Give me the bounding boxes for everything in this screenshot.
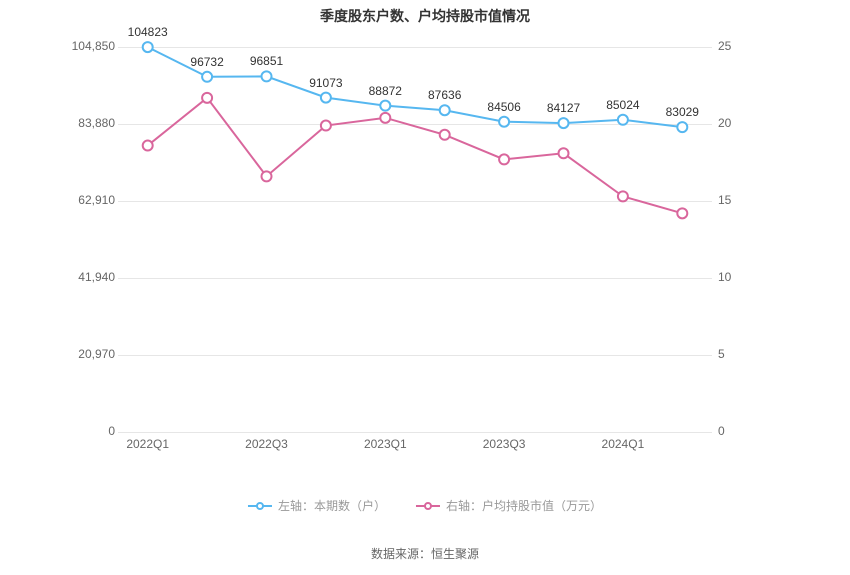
x-tick-label: 2023Q3 — [483, 437, 526, 451]
legend-item-series-1: 右轴：户均持股市值（万元） — [416, 497, 602, 514]
series-marker-1 — [559, 148, 569, 158]
series-marker-0 — [143, 42, 153, 52]
series-marker-1 — [380, 113, 390, 123]
legend-item-series-0: 左轴：本期数（户） — [248, 497, 386, 514]
data-label: 85024 — [606, 98, 639, 112]
data-label: 84506 — [487, 100, 520, 114]
x-tick-label: 2022Q3 — [245, 437, 288, 451]
data-label: 88872 — [369, 84, 402, 98]
x-tick-label: 2023Q1 — [364, 437, 407, 451]
legend-label-0: 左轴：本期数（户） — [278, 497, 386, 514]
source-value: 恒生聚源 — [431, 547, 479, 561]
series-marker-0 — [202, 72, 212, 82]
legend: 左轴：本期数（户） 右轴：户均持股市值（万元） — [248, 497, 602, 514]
chart-container: 季度股东户数、户均持股市值情况 0 20,970 41,940 62,910 83,88… — [0, 0, 850, 575]
data-source: 数据来源：恒生聚源 — [371, 545, 479, 562]
data-label: 84127 — [547, 101, 580, 115]
y-left-tick-label: 62,910 — [78, 193, 115, 207]
series-marker-1 — [440, 130, 450, 140]
chart-title: 季度股东户数、户均持股市值情况 — [320, 6, 530, 26]
y-left-tick-label: 20,970 — [78, 347, 115, 361]
data-label: 87636 — [428, 88, 461, 102]
y-right-tick-label: 20 — [718, 116, 731, 130]
y-right-tick-label: 10 — [718, 270, 731, 284]
legend-marker-0 — [248, 500, 272, 512]
data-label: 104823 — [128, 25, 168, 39]
y-left-tick-label: 0 — [108, 424, 115, 438]
source-label: 数据来源： — [371, 547, 431, 561]
data-label: 96851 — [250, 54, 283, 68]
series-marker-0 — [677, 122, 687, 132]
series-marker-0 — [262, 71, 272, 81]
series-marker-0 — [618, 115, 628, 125]
y-left-tick-label: 104,850 — [72, 39, 115, 53]
plot-area: 1048239673296851910738887287636845068412… — [118, 47, 712, 432]
data-label: 96732 — [190, 55, 223, 69]
series-marker-1 — [618, 191, 628, 201]
series-marker-1 — [202, 93, 212, 103]
series-marker-1 — [143, 141, 153, 151]
series-marker-1 — [499, 154, 509, 164]
series-line-0 — [148, 47, 683, 127]
series-line-1 — [148, 98, 683, 214]
x-tick-label: 2024Q1 — [602, 437, 645, 451]
series-marker-1 — [321, 121, 331, 131]
y-right-tick-label: 25 — [718, 39, 731, 53]
series-marker-0 — [440, 105, 450, 115]
legend-label-1: 右轴：户均持股市值（万元） — [446, 497, 602, 514]
y-right-tick-label: 5 — [718, 347, 725, 361]
y-left-tick-label: 83,880 — [78, 116, 115, 130]
y-right-tick-label: 0 — [718, 424, 725, 438]
y-right-tick-label: 15 — [718, 193, 731, 207]
series-marker-1 — [262, 171, 272, 181]
data-label: 83029 — [666, 105, 699, 119]
x-tick-label: 2022Q1 — [126, 437, 169, 451]
data-label: 91073 — [309, 76, 342, 90]
series-marker-0 — [321, 93, 331, 103]
series-marker-0 — [499, 117, 509, 127]
series-marker-0 — [380, 101, 390, 111]
legend-marker-1 — [416, 500, 440, 512]
y-left-tick-label: 41,940 — [78, 270, 115, 284]
series-marker-1 — [677, 208, 687, 218]
series-marker-0 — [559, 118, 569, 128]
